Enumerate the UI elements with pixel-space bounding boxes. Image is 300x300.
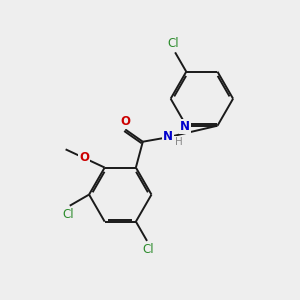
Text: Cl: Cl — [62, 208, 74, 221]
Text: Cl: Cl — [143, 243, 154, 256]
Text: O: O — [120, 115, 130, 128]
Text: H: H — [175, 137, 183, 147]
Text: N: N — [163, 130, 173, 143]
Text: O: O — [79, 151, 89, 164]
Text: Cl: Cl — [168, 37, 179, 50]
Text: N: N — [180, 120, 190, 133]
